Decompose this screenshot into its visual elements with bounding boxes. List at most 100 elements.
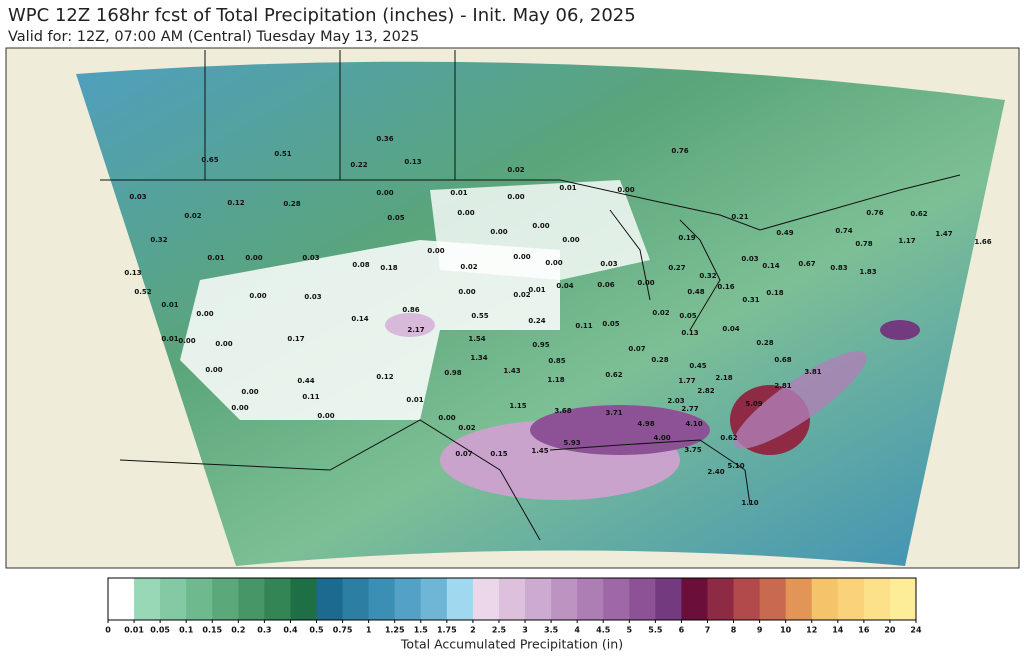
station-value: 0.24 xyxy=(528,317,545,325)
station-value: 0.62 xyxy=(910,210,927,218)
station-value: 0.65 xyxy=(201,156,218,164)
colorbar-tick-label: 16 xyxy=(858,626,870,635)
station-value: 0.68 xyxy=(774,356,791,364)
station-value: 0.00 xyxy=(317,412,334,420)
colorbar-tick-label: 10 xyxy=(780,626,792,635)
colorbar-bin xyxy=(342,578,370,620)
station-value: 0.07 xyxy=(455,450,472,458)
colorbar-tick-label: 5 xyxy=(627,626,633,635)
station-value: 0.00 xyxy=(215,340,232,348)
colorbar-tick-label: 0.5 xyxy=(309,626,324,635)
station-value: 0.08 xyxy=(352,261,369,269)
station-value: 0.03 xyxy=(302,254,319,262)
colorbar-bin xyxy=(837,578,865,620)
station-value: 0.05 xyxy=(602,320,619,328)
station-value: 0.14 xyxy=(351,315,368,323)
station-value: 0.95 xyxy=(532,341,549,349)
station-value: 0.00 xyxy=(376,189,393,197)
station-value: 0.01 xyxy=(161,301,178,309)
colorbar-bin xyxy=(889,578,917,620)
colorbar-frame xyxy=(107,577,917,621)
station-value: 0.16 xyxy=(717,283,734,291)
station-value: 0.83 xyxy=(830,264,847,272)
station-value: 1.15 xyxy=(509,402,526,410)
station-value: 0.00 xyxy=(205,366,222,374)
station-value: 2.82 xyxy=(697,387,714,395)
station-value: 0.21 xyxy=(731,213,748,221)
colorbar-tick-label: 6 xyxy=(679,626,685,635)
wet-area xyxy=(880,320,920,340)
station-value: 0.02 xyxy=(513,291,530,299)
station-value: 5.93 xyxy=(563,439,580,447)
colorbar-tick-label: 8 xyxy=(731,626,737,635)
station-value: 0.00 xyxy=(532,222,549,230)
colorbar-bin xyxy=(238,578,265,620)
station-value: 0.00 xyxy=(196,310,213,318)
station-value: 0.85 xyxy=(548,357,565,365)
station-value: 2.03 xyxy=(667,397,684,405)
station-value: 0.00 xyxy=(545,259,562,267)
colorbar-bin xyxy=(759,578,787,620)
station-value: 0.05 xyxy=(679,312,696,320)
station-value: 0.01 xyxy=(161,335,178,343)
colorbar-bin xyxy=(785,578,813,620)
colorbar-tick-label: 0.4 xyxy=(283,626,298,635)
station-value: 0.00 xyxy=(458,288,475,296)
station-value: 0.01 xyxy=(528,286,545,294)
colorbar-bin xyxy=(603,578,630,620)
station-value: 1.77 xyxy=(678,377,695,385)
colorbar-tick-label: 14 xyxy=(832,626,844,635)
colorbar-tick-label: 12 xyxy=(806,626,817,635)
station-value: 0.36 xyxy=(376,135,393,143)
boundaries xyxy=(100,50,961,541)
colorbar-bin xyxy=(368,578,396,620)
station-value: 0.15 xyxy=(490,450,507,458)
station-value: 0.14 xyxy=(762,262,779,270)
station-value: 1.34 xyxy=(470,354,487,362)
station-value: 0.02 xyxy=(184,212,201,220)
station-value: 0.13 xyxy=(124,269,141,277)
station-value: 0.00 xyxy=(637,279,654,287)
station-value: 5.09 xyxy=(745,400,762,408)
station-value: 4.00 xyxy=(653,434,670,442)
dry-area xyxy=(430,180,650,280)
station-value: 0.74 xyxy=(835,227,852,235)
station-value: 0.00 xyxy=(241,388,258,396)
station-value: 0.01 xyxy=(559,184,576,192)
station-value: 0.00 xyxy=(513,253,530,261)
station-value: 0.78 xyxy=(855,240,872,248)
station-value: 0.45 xyxy=(689,362,706,370)
colorbar-bin xyxy=(811,578,839,620)
station-value: 0.00 xyxy=(245,254,262,262)
station-value: 0.00 xyxy=(490,228,507,236)
colorbar-bin xyxy=(472,578,500,620)
station-labels: 0.650.510.360.22 0.130.020.760.01 0.000.03… xyxy=(124,135,991,507)
colorbar-bin xyxy=(577,578,604,620)
colorbar-bin xyxy=(446,578,474,620)
colorbar-tick-label: 1.5 xyxy=(414,626,429,635)
colorbar-bin xyxy=(420,578,448,620)
colorbar-bin xyxy=(551,578,578,620)
dry-area xyxy=(180,240,560,420)
wet-area xyxy=(385,313,435,337)
colorbar-bin xyxy=(525,578,552,620)
station-value: 0.03 xyxy=(129,193,146,201)
colorbar-tick-label: 7 xyxy=(705,626,711,635)
station-value: 0.01 xyxy=(406,396,423,404)
colorbar-bin xyxy=(186,578,213,620)
colorbar-tick-label: 1 xyxy=(366,626,372,635)
colorbar-bin xyxy=(212,578,239,620)
station-value: 0.18 xyxy=(380,264,397,272)
station-value: 1.83 xyxy=(859,268,876,276)
station-value: 0.31 xyxy=(742,296,759,304)
station-value: 0.02 xyxy=(460,263,477,271)
colorbar-bin xyxy=(498,578,526,620)
station-value: 1.10 xyxy=(741,499,758,507)
colorbar-tick-label: 20 xyxy=(884,626,896,635)
station-value: 0.13 xyxy=(681,329,698,337)
colorbar-bin xyxy=(655,578,682,620)
station-value: 2.17 xyxy=(407,326,424,334)
colorbar-tick-label: 1.75 xyxy=(437,626,457,635)
station-value: 1.45 xyxy=(531,447,548,455)
